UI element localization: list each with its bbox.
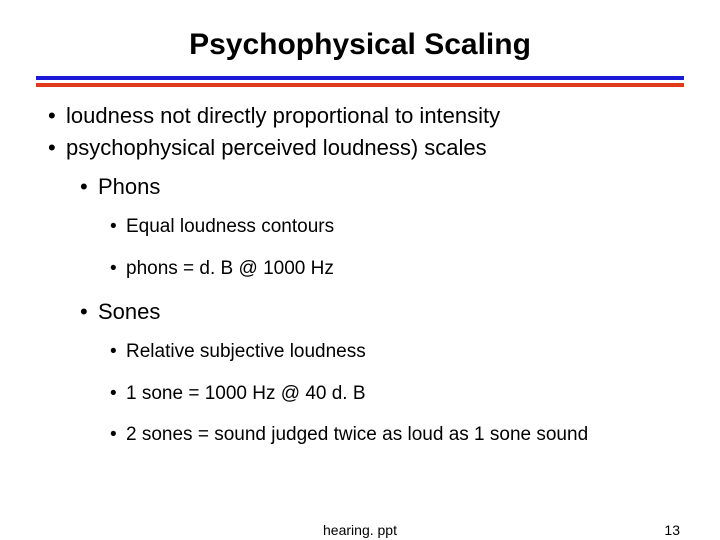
bullet-text: phons = d. B @ 1000 Hz: [126, 256, 334, 282]
slide-content: •loudness not directly proportional to i…: [36, 101, 684, 448]
slide: { "title": "Psychophysical Scaling", "ru…: [0, 0, 720, 540]
list-item: •psychophysical perceived loudness) scal…: [48, 133, 684, 163]
bullet-list-l2: •Phons: [80, 172, 684, 202]
bullet-list-l3: •Equal loudness contours •phons = d. B @…: [110, 214, 684, 281]
bullet-text: 1 sone = 1000 Hz @ 40 d. B: [126, 381, 366, 407]
bullet-text: 2 sones = sound judged twice as loud as …: [126, 422, 588, 448]
list-item: •Sones: [80, 297, 684, 327]
bullet-list-l1: •loudness not directly proportional to i…: [48, 101, 684, 162]
list-item: •2 sones = sound judged twice as loud as…: [110, 422, 684, 448]
bullet-list-l2: •Sones: [80, 297, 684, 327]
bullet-text: Relative subjective loudness: [126, 339, 366, 365]
list-item: •phons = d. B @ 1000 Hz: [110, 256, 684, 282]
footer-filename: hearing. ppt: [323, 522, 397, 538]
slide-title: Psychophysical Scaling: [36, 28, 684, 62]
bullet-text: loudness not directly proportional to in…: [66, 101, 500, 131]
bullet-text: Equal loudness contours: [126, 214, 334, 240]
footer-page-number: 13: [664, 522, 680, 538]
bullet-text: Phons: [98, 172, 160, 202]
list-item: •Equal loudness contours: [110, 214, 684, 240]
title-rules: [36, 76, 684, 87]
bullet-text: psychophysical perceived loudness) scale…: [66, 133, 487, 163]
rule-bottom: [36, 83, 684, 87]
bullet-text: Sones: [98, 297, 160, 327]
list-item: •Relative subjective loudness: [110, 339, 684, 365]
list-item: •Phons: [80, 172, 684, 202]
list-item: •1 sone = 1000 Hz @ 40 d. B: [110, 381, 684, 407]
list-item: •loudness not directly proportional to i…: [48, 101, 684, 131]
bullet-list-l3: •Relative subjective loudness •1 sone = …: [110, 339, 684, 448]
